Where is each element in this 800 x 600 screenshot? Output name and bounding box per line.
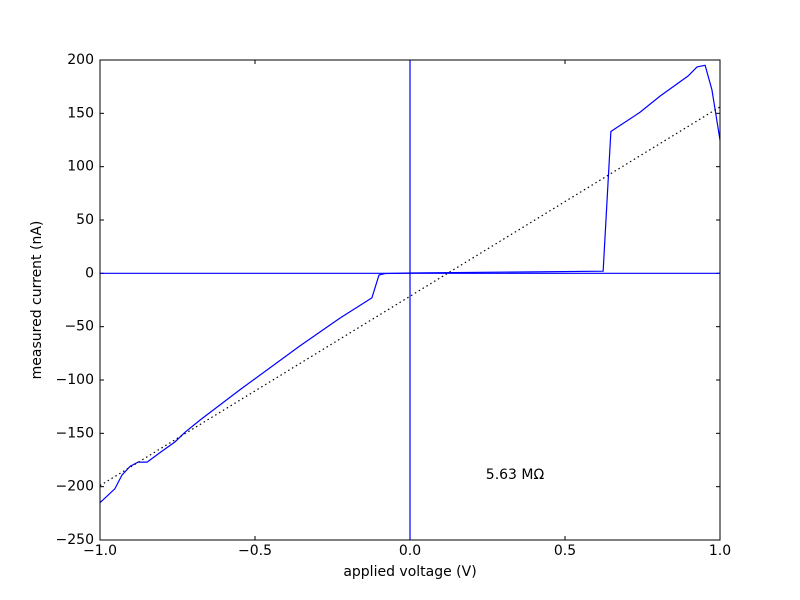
x-tick-label: 0.5 [554, 543, 576, 559]
y-tick-label: 0 [85, 265, 94, 281]
y-tick-label: 50 [76, 212, 94, 228]
plot-frame [99, 59, 721, 541]
y-tick-label: −150 [56, 425, 94, 441]
y-tick-label: 200 [67, 52, 94, 68]
x-tick-label: −1.0 [83, 543, 117, 559]
y-axis-label: measured current (nA) [29, 221, 45, 380]
y-tick-label: 150 [67, 105, 94, 121]
data-line [99, 64, 721, 504]
y-tick-label: −50 [64, 319, 94, 335]
x-tick-label: −0.5 [238, 543, 272, 559]
x-axis-label: applied voltage (V) [343, 564, 476, 580]
y-tick-label: −100 [56, 372, 94, 388]
y-tick-label: −200 [56, 479, 94, 495]
x-tick-label: 1.0 [709, 543, 731, 559]
annotation: 5.63 MΩ [486, 467, 545, 483]
y-tick-label: −250 [56, 532, 94, 548]
x-tick-label: 0.0 [399, 543, 421, 559]
y-tick-label: 100 [67, 159, 94, 175]
